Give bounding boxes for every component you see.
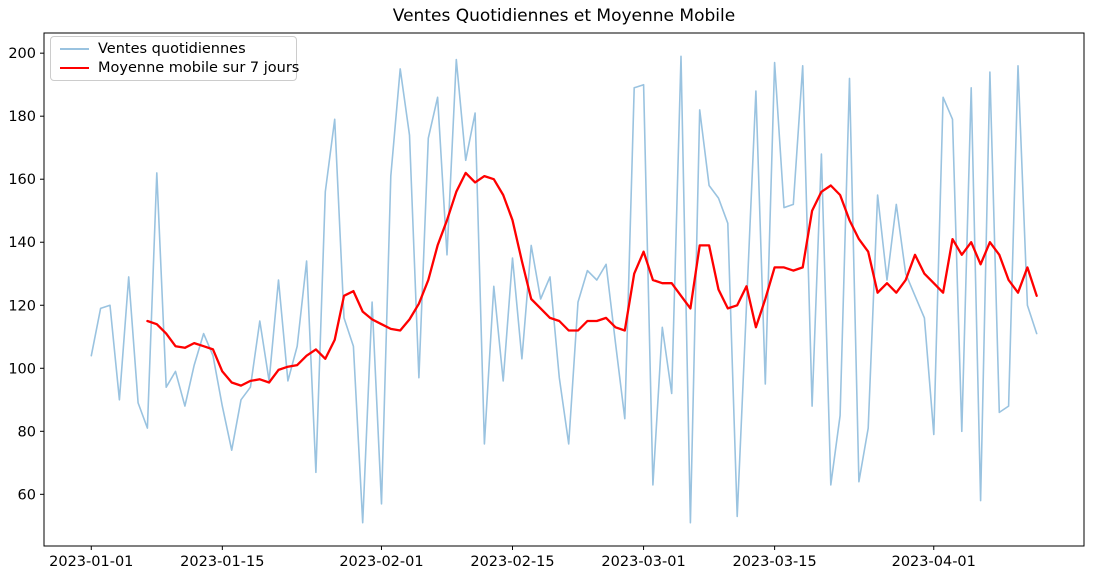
x-tick-label: 2023-02-01 bbox=[339, 554, 423, 570]
y-tick-label: 200 bbox=[8, 46, 36, 62]
axes-spines bbox=[43, 32, 1085, 547]
daily-sales-line-swatch bbox=[60, 47, 89, 50]
series-line-0 bbox=[90, 55, 1038, 524]
y-tick-label: 80 bbox=[18, 424, 36, 440]
y-tick-label: 120 bbox=[8, 298, 36, 314]
x-tick-label: 2023-04-01 bbox=[892, 554, 976, 570]
y-tick-label: 180 bbox=[8, 109, 36, 125]
legend-entry-daily-sales: Ventes quotidiennes bbox=[51, 39, 296, 58]
legend: Ventes quotidiennes Moyenne mobile sur 7… bbox=[50, 36, 300, 81]
y-tick-label: 100 bbox=[8, 361, 36, 377]
y-tick-label: 140 bbox=[8, 235, 36, 251]
x-tick-label: 2023-03-01 bbox=[601, 554, 685, 570]
x-tick-label: 2023-02-15 bbox=[470, 554, 554, 570]
legend-label-daily-sales: Ventes quotidiennes bbox=[98, 40, 246, 57]
x-tick-label: 2023-01-01 bbox=[49, 554, 133, 570]
moving-average-line-swatch bbox=[60, 67, 89, 70]
y-tick-label: 60 bbox=[18, 487, 36, 503]
legend-entry-moving-average: Moyenne mobile sur 7 jours bbox=[51, 59, 300, 78]
series-line-1 bbox=[146, 171, 1038, 387]
x-tick-label: 2023-01-15 bbox=[180, 554, 264, 570]
chart-title: Ventes Quotidiennes et Moyenne Mobile bbox=[392, 6, 736, 26]
legend-label-moving-average: Moyenne mobile sur 7 jours bbox=[98, 60, 300, 77]
y-tick-label: 160 bbox=[8, 172, 36, 188]
x-tick-label: 2023-03-15 bbox=[732, 554, 816, 570]
